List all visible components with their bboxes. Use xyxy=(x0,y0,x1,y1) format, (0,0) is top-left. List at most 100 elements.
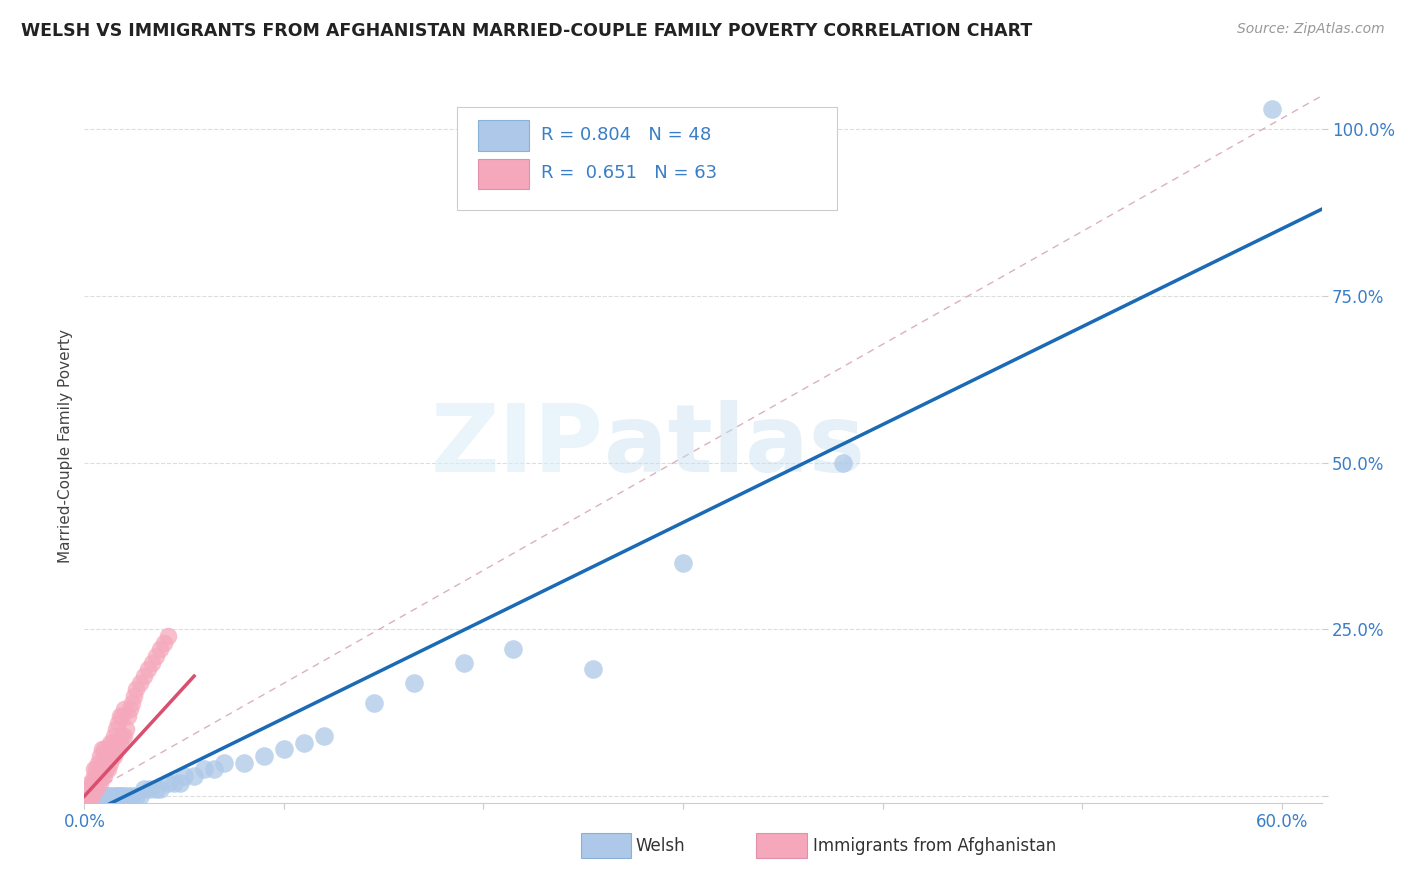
Text: Immigrants from Afghanistan: Immigrants from Afghanistan xyxy=(813,837,1056,855)
Point xyxy=(153,636,176,650)
Point xyxy=(129,789,152,804)
Point xyxy=(82,789,104,804)
Point xyxy=(82,782,104,797)
Point xyxy=(111,709,134,723)
Point xyxy=(125,682,148,697)
Text: atlas: atlas xyxy=(605,400,865,492)
Point xyxy=(107,789,129,804)
Point xyxy=(87,756,110,770)
Point xyxy=(169,776,191,790)
Point xyxy=(79,776,101,790)
Text: R = 0.804   N = 48: R = 0.804 N = 48 xyxy=(541,126,711,144)
Point xyxy=(83,776,105,790)
Point xyxy=(145,782,167,797)
Point xyxy=(233,756,256,770)
Point xyxy=(77,789,100,804)
Point xyxy=(77,789,100,804)
Point xyxy=(141,656,163,670)
Point xyxy=(173,769,195,783)
Point xyxy=(82,776,104,790)
Point xyxy=(312,729,335,743)
Point xyxy=(134,782,156,797)
Point xyxy=(121,696,143,710)
Point xyxy=(86,769,108,783)
Point xyxy=(111,789,134,804)
Point xyxy=(83,769,105,783)
Point xyxy=(117,709,139,723)
Point xyxy=(136,662,159,676)
Point xyxy=(103,749,125,764)
Point xyxy=(502,642,524,657)
Point xyxy=(121,789,143,804)
Point xyxy=(103,729,125,743)
Point xyxy=(149,642,172,657)
Point xyxy=(98,789,121,804)
Point xyxy=(79,782,101,797)
Point xyxy=(105,723,128,737)
Point xyxy=(89,776,111,790)
Point xyxy=(91,742,114,756)
Point xyxy=(139,782,162,797)
Point xyxy=(86,789,108,804)
Text: ZIP: ZIP xyxy=(432,400,605,492)
Point xyxy=(157,629,180,643)
Text: Source: ZipAtlas.com: Source: ZipAtlas.com xyxy=(1237,22,1385,37)
Point xyxy=(105,742,128,756)
Point xyxy=(363,696,385,710)
Point xyxy=(105,789,128,804)
Point xyxy=(79,789,101,804)
Point xyxy=(103,789,125,804)
Point xyxy=(89,763,111,777)
Point xyxy=(117,789,139,804)
Point xyxy=(93,789,115,804)
Point xyxy=(98,756,121,770)
Point xyxy=(111,729,134,743)
Point xyxy=(273,742,295,756)
Point xyxy=(112,729,135,743)
Point xyxy=(83,782,105,797)
Point xyxy=(91,789,114,804)
Point xyxy=(110,709,132,723)
Point xyxy=(193,763,215,777)
Point xyxy=(1261,102,1284,116)
Point xyxy=(110,736,132,750)
Point xyxy=(107,715,129,730)
Point xyxy=(453,656,475,670)
Point xyxy=(101,736,124,750)
Point xyxy=(672,556,695,570)
Point xyxy=(163,776,186,790)
Point xyxy=(82,789,104,804)
Point xyxy=(97,763,120,777)
Point xyxy=(89,789,111,804)
Point xyxy=(77,782,100,797)
Text: WELSH VS IMMIGRANTS FROM AFGHANISTAN MARRIED-COUPLE FAMILY POVERTY CORRELATION C: WELSH VS IMMIGRANTS FROM AFGHANISTAN MAR… xyxy=(21,22,1032,40)
Point xyxy=(89,749,111,764)
Point xyxy=(402,675,425,690)
Point xyxy=(292,736,315,750)
Point xyxy=(87,776,110,790)
Point xyxy=(831,456,853,470)
Point xyxy=(129,675,152,690)
Point xyxy=(107,736,129,750)
Point xyxy=(110,789,132,804)
Point xyxy=(93,756,115,770)
Point xyxy=(87,789,110,804)
Text: Welsh: Welsh xyxy=(636,837,685,855)
Point xyxy=(83,763,105,777)
Point xyxy=(93,769,115,783)
Point xyxy=(75,789,97,804)
Point xyxy=(202,763,225,777)
Text: R =  0.651   N = 63: R = 0.651 N = 63 xyxy=(541,164,717,182)
Point xyxy=(83,789,105,804)
Point xyxy=(83,789,105,804)
Point xyxy=(79,789,101,804)
Point xyxy=(91,756,114,770)
Point xyxy=(97,742,120,756)
Point xyxy=(98,736,121,750)
Point xyxy=(122,689,145,703)
Point xyxy=(101,749,124,764)
Point xyxy=(115,723,138,737)
Point xyxy=(183,769,205,783)
Point xyxy=(96,763,118,777)
Point xyxy=(157,776,180,790)
